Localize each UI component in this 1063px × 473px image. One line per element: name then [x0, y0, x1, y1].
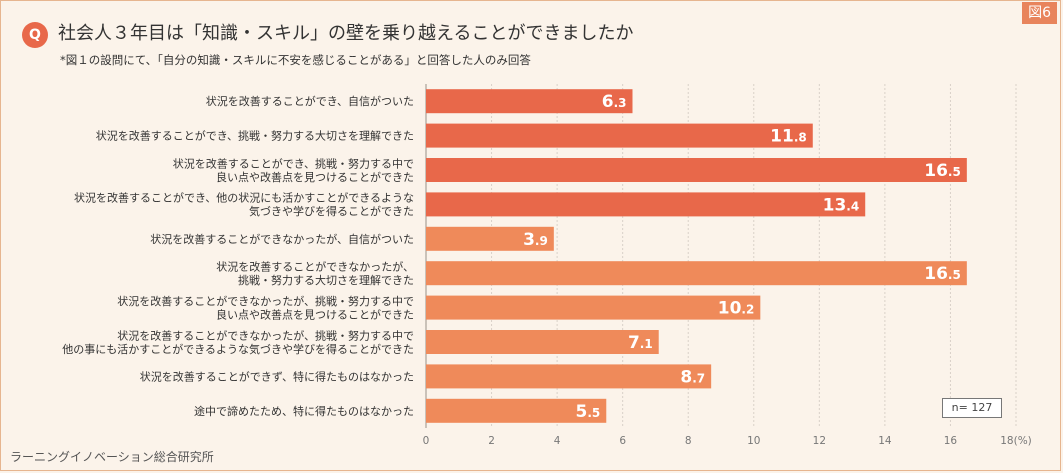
category-label: 状況を改善することができ、他の状況にも活かすことができるような — [74, 191, 414, 205]
category-label: 状況を改善することができなかったが、挑戦・努力する中で — [117, 294, 414, 308]
value-label-decimal: .5 — [948, 268, 961, 282]
value-label-integer: 16 — [924, 161, 948, 181]
data-bar — [426, 330, 659, 354]
value-label-decimal: .5 — [587, 406, 600, 420]
value-label: 6.3 — [602, 92, 627, 112]
value-label: 7.1 — [628, 333, 653, 353]
value-label-decimal: .2 — [741, 303, 754, 317]
value-label: 13.4 — [823, 195, 860, 215]
question-badge: Q — [22, 22, 48, 48]
category-label: 挑戦・努力する大切さを理解できた — [238, 273, 414, 287]
x-tick-label: 18(%) — [1000, 435, 1032, 447]
x-tick-label: 4 — [554, 435, 561, 447]
value-label-integer: 7 — [628, 333, 640, 353]
value-label-integer: 13 — [823, 195, 847, 215]
value-label-integer: 10 — [718, 299, 742, 319]
value-label: 8.7 — [680, 367, 705, 387]
x-tick-label: 0 — [423, 435, 430, 447]
category-label: 状況を改善することができなかったが、 — [216, 259, 414, 273]
x-tick-label: 8 — [685, 435, 692, 447]
value-label-decimal: .7 — [692, 371, 705, 385]
data-bar — [426, 295, 761, 320]
category-label: 良い点や改善点を見つけることができた — [216, 307, 414, 321]
figure-tag: 図6 — [1022, 2, 1057, 24]
x-tick-label: 16 — [944, 435, 958, 447]
value-label: 5.5 — [576, 402, 601, 422]
category-label: 状況を改善することができなかったが、自信がついた — [150, 232, 414, 246]
value-label-decimal: .9 — [535, 234, 548, 248]
value-label: 16.5 — [924, 161, 961, 181]
x-tick-label: 10 — [747, 435, 760, 447]
x-tick-label: 12 — [813, 435, 826, 447]
category-label: 状況を改善することができず、特に得たものはなかった — [140, 369, 414, 383]
category-label: 状況を改善することができなかったが、挑戦・努力する中で — [117, 328, 414, 342]
value-label-decimal: .4 — [846, 199, 859, 213]
chart-title: 社会人３年目は「知識・スキル」の壁を乗り越えることができましたか — [58, 23, 634, 44]
data-bar — [426, 226, 554, 251]
category-label: 途中で諦めたため、特に得たものはなかった — [194, 404, 414, 418]
category-label: 状況を改善することができ、挑戦・努力する中で — [173, 156, 414, 170]
sample-size-box: n= 127 — [942, 398, 1002, 418]
value-label-integer: 5 — [576, 402, 588, 422]
category-label: 良い点や改善点を見つけることができた — [216, 170, 414, 184]
value-label: 11.8 — [770, 127, 807, 147]
value-label: 3.9 — [523, 230, 548, 250]
x-tick-label: 14 — [878, 435, 892, 447]
category-label: 気づきや学びを得ることができた — [249, 204, 414, 218]
data-bar — [426, 364, 712, 389]
value-label-decimal: .8 — [794, 131, 807, 145]
data-bar — [426, 123, 813, 148]
value-label-integer: 16 — [924, 264, 948, 284]
data-bar — [426, 261, 967, 286]
value-label: 16.5 — [924, 264, 961, 284]
x-tick-label: 2 — [488, 435, 495, 447]
data-bar — [426, 398, 607, 423]
x-tick-label: 6 — [619, 435, 626, 447]
value-label-integer: 11 — [770, 127, 794, 147]
chart-subtitle: *図１の設問にて、「自分の知識・スキルに不安を感じることがある」と回答した人のみ… — [60, 53, 531, 67]
value-label-decimal: .3 — [614, 96, 627, 110]
source-credit: ラーニングイノベーション総合研究所 — [10, 450, 214, 464]
value-label-integer: 6 — [602, 92, 614, 112]
value-label-integer: 3 — [523, 230, 535, 250]
value-label-integer: 8 — [680, 367, 692, 387]
value-label-decimal: .5 — [948, 165, 961, 179]
value-label: 10.2 — [718, 299, 755, 319]
data-bar — [426, 89, 633, 114]
category-label: 状況を改善することができ、挑戦・努力する大切さを理解できた — [96, 129, 414, 143]
category-label: 状況を改善することができ、自信がついた — [206, 94, 414, 108]
data-bar — [426, 158, 967, 182]
category-label: 他の事にも活かすことができるような気づきや学びを得ることができた — [62, 342, 414, 356]
data-bar — [426, 192, 866, 217]
value-label-decimal: .1 — [640, 337, 653, 351]
